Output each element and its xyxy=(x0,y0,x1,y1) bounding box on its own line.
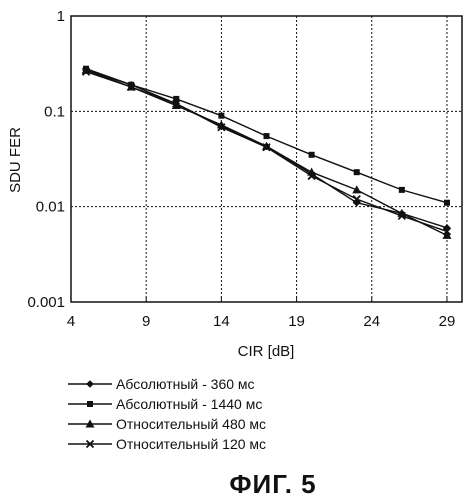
legend-label: Относительный 480 мс xyxy=(116,416,266,432)
y-tick-label: 0.01 xyxy=(36,199,65,216)
figure-caption: ФИГ. 5 xyxy=(229,469,316,499)
y-tick-label: 0.1 xyxy=(44,103,65,120)
y-axis-label: SDU FER xyxy=(7,127,24,193)
grid xyxy=(71,16,462,302)
data-point xyxy=(399,187,405,193)
legend-item: Абсолютный - 360 мс xyxy=(68,376,255,392)
data-point xyxy=(218,113,224,119)
legend-label: Абсолютный - 1440 мс xyxy=(116,396,262,412)
axis-ticks: 4 9 14 19 24 29 0.001 0.01 0.1 1 xyxy=(27,8,455,330)
data-point xyxy=(264,133,270,139)
legend-label: Абсолютный - 360 мс xyxy=(116,376,255,392)
y-tick-label: 0.001 xyxy=(27,294,65,311)
series-line xyxy=(86,72,447,232)
x-tick-label: 9 xyxy=(142,313,150,330)
series-3 xyxy=(82,66,452,239)
plot-frame xyxy=(71,16,462,302)
x-tick-label: 19 xyxy=(288,313,305,330)
x-tick-label: 24 xyxy=(363,313,380,330)
legend-item: Относительный 480 мс xyxy=(68,416,266,432)
x-tick-label: 14 xyxy=(213,313,230,330)
y-tick-label: 1 xyxy=(57,8,65,25)
legend-label: Относительный 120 мс xyxy=(116,436,266,452)
legend-marker xyxy=(86,380,94,388)
x-tick-label: 29 xyxy=(439,313,456,330)
legend-item: Относительный 120 мс xyxy=(68,436,266,452)
legend: Абсолютный - 360 мс Абсолютный - 1440 мс О… xyxy=(68,376,266,452)
series-2 xyxy=(83,66,450,206)
legend-marker xyxy=(87,401,93,407)
data-point xyxy=(309,152,315,158)
x-axis-label: CIR [dB] xyxy=(238,343,295,360)
legend-item: Абсолютный - 1440 мс xyxy=(68,396,262,412)
series-group xyxy=(82,66,452,239)
data-point xyxy=(444,200,450,206)
x-tick-label: 4 xyxy=(67,313,75,330)
data-point xyxy=(354,169,360,175)
